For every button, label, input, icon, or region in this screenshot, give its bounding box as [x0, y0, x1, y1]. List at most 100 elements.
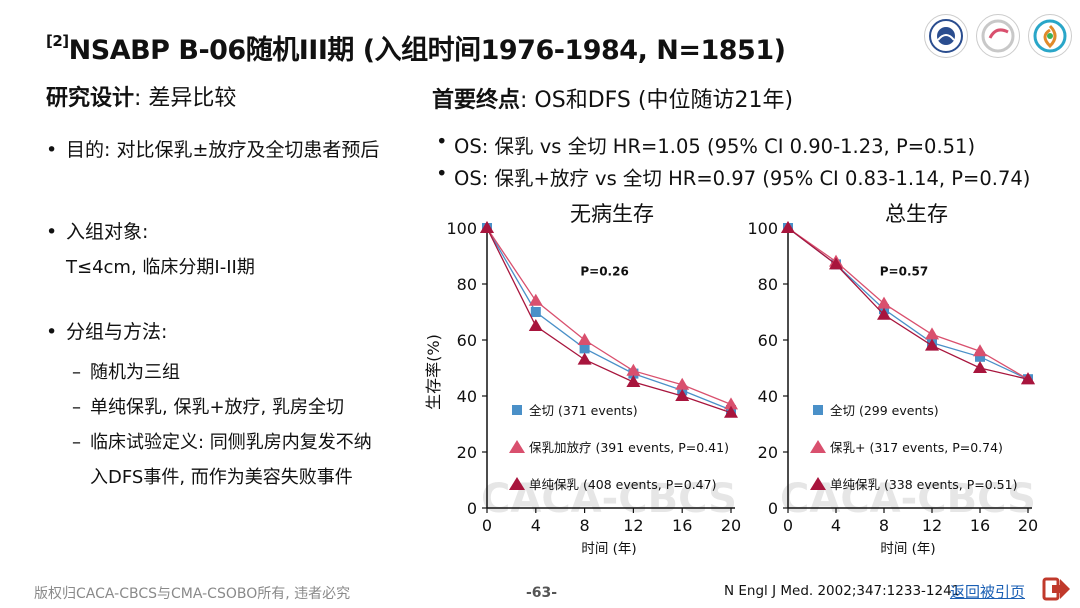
- data-point: [973, 344, 987, 357]
- bullet-enrollment-text: 入组对象:: [66, 221, 149, 243]
- enrollment-criteria: T≤4cm, 临床分期I-II期: [66, 257, 255, 278]
- data-point: [724, 405, 738, 418]
- logo-bar: [924, 14, 1072, 58]
- data-point: [925, 338, 939, 351]
- x-tick-label: 16: [672, 516, 692, 535]
- page-number: -63-: [526, 585, 558, 601]
- data-point: [877, 296, 891, 309]
- y-tick-label: 20: [758, 443, 778, 462]
- x-tick-label: 20: [1018, 516, 1038, 535]
- data-point: [577, 352, 592, 365]
- x-tick-label: 16: [970, 516, 990, 535]
- data-point: [829, 257, 843, 270]
- bullet-grouping-text: 分组与方法:: [66, 321, 168, 343]
- emblem-logo-icon: [924, 14, 968, 58]
- data-point: [626, 363, 641, 376]
- data-point: [528, 293, 543, 306]
- x-tick-label: 20: [721, 516, 741, 535]
- data-point: [975, 351, 985, 362]
- data-point: [973, 361, 987, 373]
- y-tick-label: 60: [457, 331, 477, 350]
- endpoint-heading: 首要终点: OS和DFS (中位随访21年): [432, 82, 793, 114]
- bullet-dot: •: [436, 130, 448, 153]
- slide-title-text: NSABP B-06随机III期 (入组时间1976-1984, N=1851): [68, 35, 786, 66]
- series-line: [486, 227, 732, 406]
- p-value-annotation: P=0.26: [580, 265, 628, 279]
- data-point: [577, 333, 592, 345]
- sub-item-text: 随机为三组: [90, 362, 180, 383]
- sub-item-text: 单纯保乳, 保乳+放疗, 乳房全切: [90, 397, 344, 418]
- series-line: [486, 227, 732, 411]
- y-tick-label: 20: [457, 443, 477, 462]
- legend-marker: [810, 440, 826, 453]
- study-design-value: : 差异比较: [134, 86, 237, 111]
- data-point: [528, 319, 543, 331]
- dfs-chart-title: 无病生存: [570, 202, 654, 226]
- sub-item-text: 临床试验定义: 同侧乳房内复发不纳: [90, 432, 372, 453]
- x-axis-label: 时间 (年): [880, 541, 935, 557]
- arrow-right-icon[interactable]: [1042, 575, 1070, 603]
- x-tick-label: 0: [783, 516, 793, 535]
- data-point: [1021, 372, 1035, 385]
- bullet-dot: •: [46, 139, 58, 161]
- data-point: [925, 327, 939, 340]
- x-tick-label: 4: [531, 516, 541, 535]
- legend-label: 全切 (371 events): [529, 403, 638, 418]
- data-point: [675, 377, 690, 390]
- data-point: [530, 307, 541, 317]
- bullet-enrollment: • 入组对象:: [46, 218, 149, 246]
- legend-marker: [512, 405, 522, 415]
- os-result-text: OS: 保乳 vs 全切 HR=1.05 (95% CI 0.90-1.23, …: [454, 135, 976, 158]
- series-line: [787, 227, 1029, 380]
- legend-marker: [813, 405, 823, 415]
- data-point: [579, 343, 590, 354]
- series-line: [787, 227, 1029, 380]
- y-tick-label: 100: [747, 219, 778, 238]
- legend-label: 保乳加放疗 (391 events, P=0.41): [529, 440, 729, 455]
- data-point: [480, 221, 494, 233]
- legend-label: 保乳+ (317 events, P=0.74): [830, 440, 1003, 455]
- x-tick-label: 0: [482, 516, 492, 535]
- data-point: [724, 397, 738, 410]
- os-chart-title: 总生存: [885, 202, 948, 226]
- x-tick-label: 12: [922, 516, 942, 535]
- back-link[interactable]: 返回被引页: [950, 583, 1026, 601]
- x-tick-label: 4: [831, 516, 841, 535]
- reference-marker: [2]: [46, 32, 69, 50]
- y-tick-label: 40: [758, 387, 778, 406]
- y-tick-label: 40: [457, 387, 477, 406]
- y-tick-label: 0: [768, 499, 778, 518]
- legend-label: 单纯保乳 (338 events, P=0.51): [830, 477, 1017, 492]
- y-tick-label: 0: [467, 499, 477, 518]
- sub-item: – 随机为三组: [72, 362, 180, 383]
- citation: N Engl J Med. 2002;347:1233-1241: [724, 583, 961, 599]
- bullet-purpose: • 目的: 对比保乳±放疗及全切患者预后: [46, 136, 416, 164]
- legend-marker: [509, 440, 525, 453]
- spiral-logo-icon: [1028, 14, 1072, 58]
- data-point: [626, 375, 641, 387]
- endpoint-value: : OS和DFS (中位随访21年): [520, 88, 794, 113]
- x-tick-label: 8: [879, 516, 889, 535]
- x-tick-label: 12: [623, 516, 643, 535]
- watermark-text: CACA-CBCS: [780, 476, 1036, 522]
- y-tick-label: 80: [758, 275, 778, 294]
- watermark-text: CACA-CBCS: [481, 476, 737, 522]
- y-tick-label: 100: [446, 219, 477, 238]
- data-point: [675, 389, 690, 401]
- y-tick-label: 60: [758, 331, 778, 350]
- x-tick-label: 8: [580, 516, 590, 535]
- os-result-text: OS: 保乳+放疗 vs 全切 HR=0.97 (95% CI 0.83-1.1…: [454, 167, 1031, 190]
- series-line: [486, 227, 732, 414]
- legend-marker: [810, 477, 826, 490]
- bullet-dot: •: [46, 221, 58, 243]
- sub-item: – 单纯保乳, 保乳+放疗, 乳房全切: [72, 397, 344, 418]
- p-value-annotation: P=0.57: [880, 265, 928, 279]
- bullet-dot: •: [46, 321, 58, 343]
- sub-item-continued: 入DFS事件, 而作为美容失败事件: [90, 467, 353, 488]
- study-design-heading: 研究设计: 差异比较: [46, 80, 236, 112]
- slide-title: [2]NSABP B-06随机III期 (入组时间1976-1984, N=18…: [46, 28, 786, 67]
- bcs-logo-icon: [976, 14, 1020, 58]
- bullet-purpose-text: 目的: 对比保乳±放疗及全切患者预后: [66, 139, 380, 161]
- sub-item: – 临床试验定义: 同侧乳房内复发不纳: [72, 432, 372, 453]
